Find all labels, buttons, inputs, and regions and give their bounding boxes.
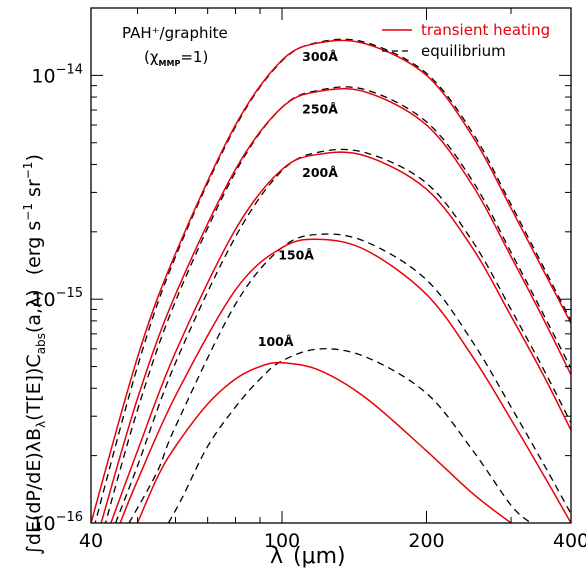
- y-tick-label: 10−15: [31, 286, 83, 311]
- legend-label-equilibrium: equilibrium: [421, 42, 506, 60]
- curves: [91, 38, 571, 523]
- equilibrium-curve: [114, 148, 571, 523]
- equilibrium-curve: [128, 233, 571, 523]
- x-tick-label: 200: [408, 530, 444, 552]
- size-label: 150Å: [278, 248, 314, 263]
- x-tick-label: 40: [79, 530, 103, 552]
- y-axis-label: ∫dE(dP/dE)λBλ(T[E])Cabs(a,λ)(erg s−1 sr−…: [21, 154, 48, 555]
- annotation-chi: (χMMP=1): [144, 48, 208, 68]
- equilibrium-curve: [167, 348, 532, 523]
- y-tick-label: 10−14: [31, 62, 83, 87]
- equilibrium-curve: [104, 86, 571, 523]
- curve-labels: 300Å 250Å 200Å 150Å 100Å: [258, 49, 338, 349]
- legend: transient heating equilibrium: [382, 21, 550, 60]
- size-label: 200Å: [302, 165, 338, 180]
- x-tick-label: 100: [264, 530, 300, 552]
- ticks: 40 100 200 400 10−16 10−15 10−14: [31, 7, 586, 552]
- transient-heating-curve: [110, 151, 571, 523]
- transient-heating-curve: [100, 87, 571, 523]
- size-label: 100Å: [258, 334, 294, 349]
- size-label: 250Å: [302, 102, 338, 117]
- annotation-title: PAH⁺/graphite: [122, 24, 228, 42]
- legend-label-transient: transient heating: [421, 21, 550, 39]
- transient-heating-curve: [91, 39, 571, 523]
- transient-heating-curve: [136, 361, 512, 523]
- transient-heating-curve: [119, 238, 571, 523]
- y-tick-label: 10−16: [31, 510, 83, 535]
- x-axis-label: λ (μm): [270, 544, 346, 569]
- size-label: 300Å: [302, 49, 338, 64]
- plot-frame: [90, 7, 572, 524]
- equilibrium-curve: [94, 38, 571, 523]
- x-tick-label: 400: [553, 530, 586, 552]
